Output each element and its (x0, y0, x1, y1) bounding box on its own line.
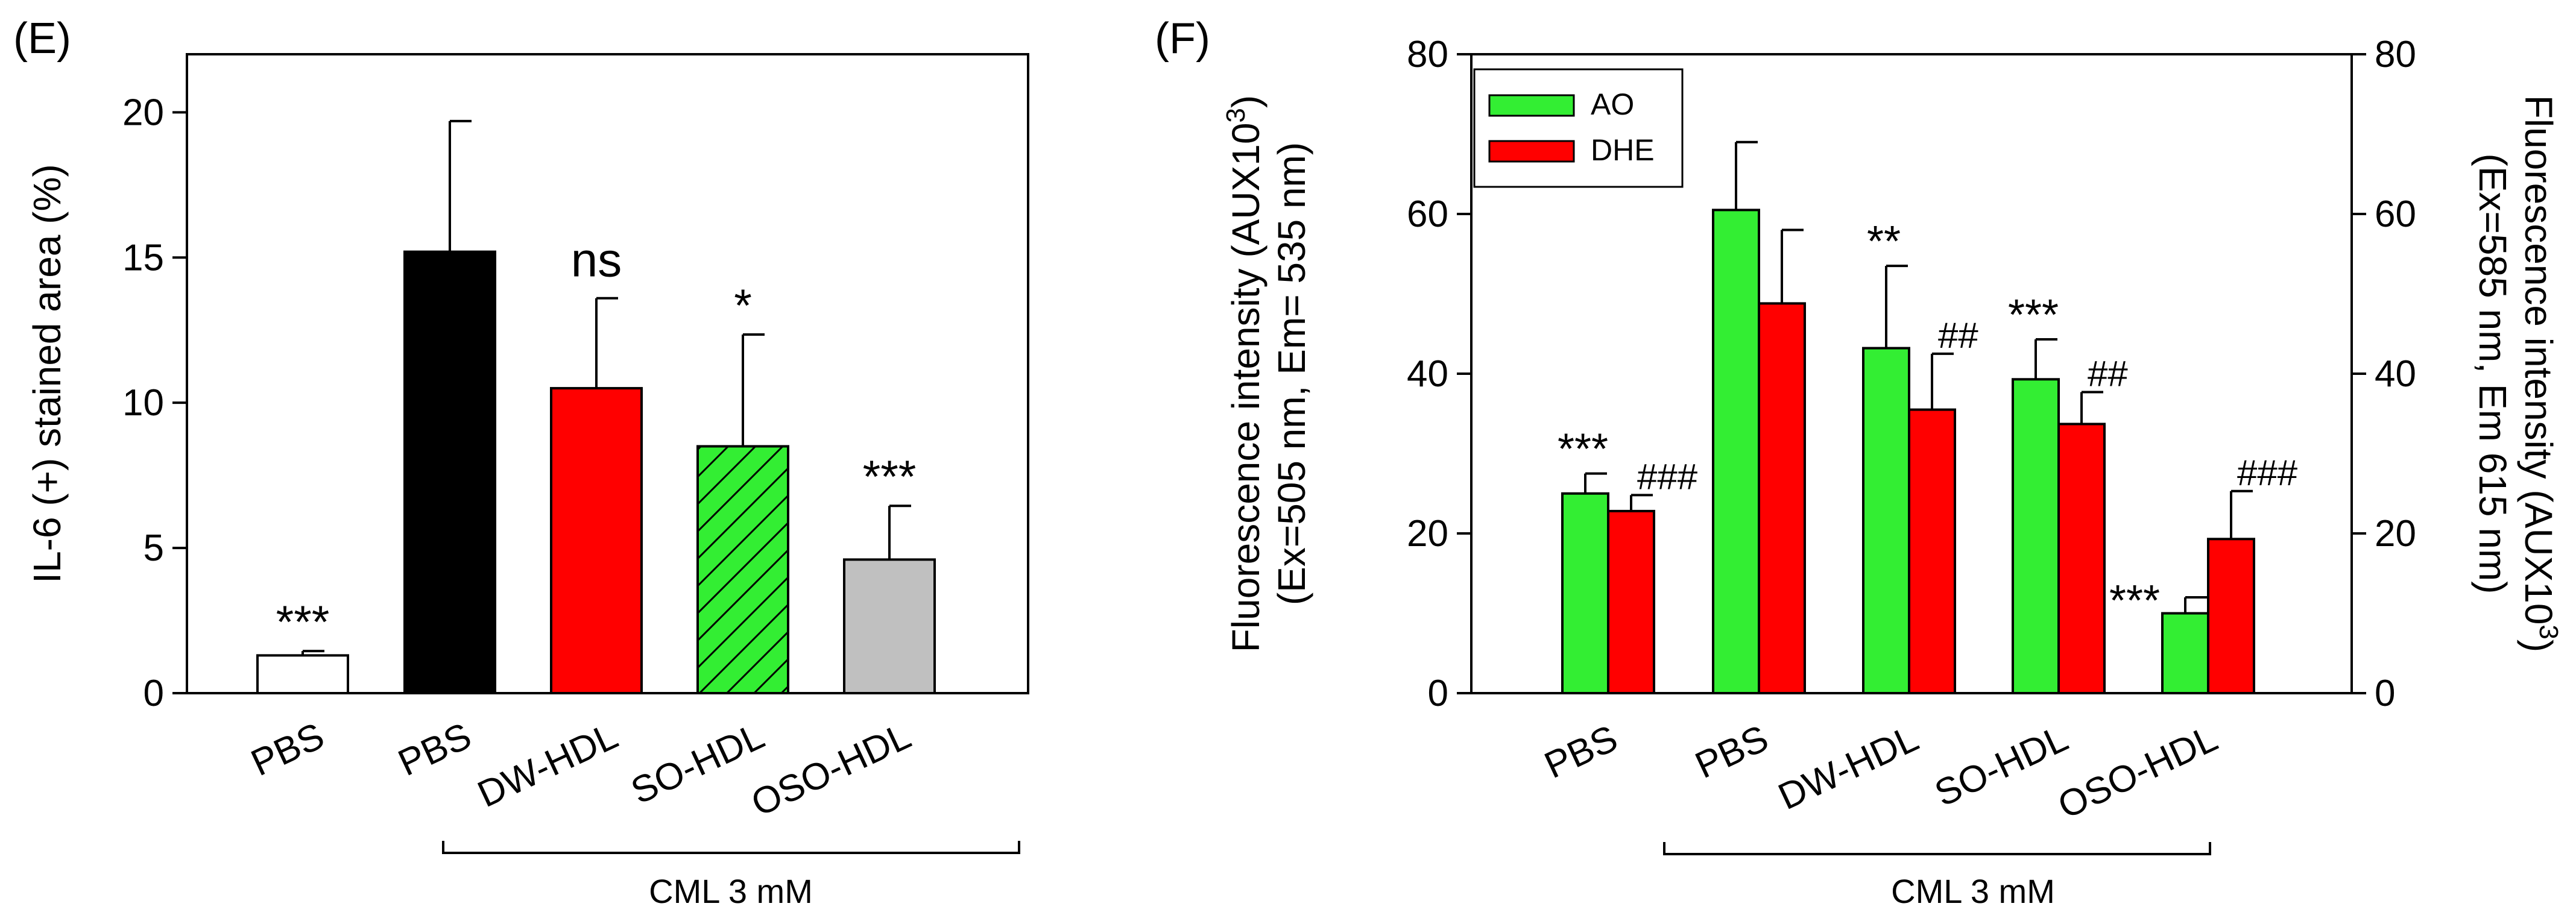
panel-e-significance-label: *** (276, 597, 330, 648)
panel-e-y-tick-label: 15 (122, 237, 164, 278)
left-title-line2: (Ex=505 nm, Em= 535 nm) (1270, 142, 1313, 605)
panel-f-legend: AO DHE (1473, 68, 1684, 188)
left-title-line1: Fluorescence intensity (AUX10 (1224, 123, 1267, 653)
panel-e-bar (696, 445, 789, 694)
panel-f-y-axis-left: 0 20 40 60 80 (1407, 34, 1471, 714)
legend-swatch-dhe (1488, 140, 1575, 163)
panel-f-y-axis-title-right: Fluorescence intensity (AUX103) (Ex=585 … (2471, 95, 2564, 652)
panel-f-y-tick-label-right: 60 (2375, 193, 2416, 235)
legend-label-ao: AO (1591, 87, 1634, 121)
panel-f-bars: *** ### ** ## *** ## *** ### (1558, 140, 2298, 695)
panel-e-bar (550, 387, 643, 694)
panel-e-x-tick-label: PBS (245, 715, 330, 784)
panel-e-bar (256, 654, 349, 695)
panel-f-y-tick-label-right: 20 (2375, 513, 2416, 555)
panel-f-y-tick-label-left: 80 (1407, 34, 1448, 75)
panel-e-y-tick-label: 0 (144, 673, 164, 714)
panel-e-x-tick-label: PBS (392, 715, 478, 784)
panel-e-y-axis: 0 5 10 15 20 (122, 92, 187, 714)
panel-f-group-label: CML 3 mM (1891, 872, 2055, 910)
right-title-sup: 3 (2534, 624, 2564, 639)
panel-f-significance-dhe: ### (1637, 456, 1698, 497)
panel-f-x-tick-label: PBS (1538, 717, 1624, 787)
panel-e-significance-label: * (734, 280, 752, 332)
panel-f-y-tick-label-left: 40 (1407, 353, 1448, 395)
panel-f-y-tick-label-right: 80 (2375, 34, 2416, 75)
panel-e-significance-label: ns (571, 233, 622, 287)
panel-e-x-tick-label: DW-HDL (472, 715, 624, 816)
panel-f-significance-ao: *** (1558, 426, 1608, 474)
panel-e-x-tick-label: SO-HDL (625, 715, 770, 813)
right-title-close: ) (2517, 640, 2560, 652)
svg-text:Fluorescence intensity (AUX103: Fluorescence intensity (AUX103) (2517, 95, 2564, 652)
panel-f-y-axis-title-left: Fluorescence intensity (AUX103) (Ex=505 … (1221, 95, 1314, 652)
panel-f-group-bracket: CML 3 mM (1663, 842, 2211, 910)
panel-f-y-tick-label-right: 40 (2375, 353, 2416, 395)
legend-label-dhe: DHE (1591, 133, 1655, 167)
panel-f-bar-ao (1862, 347, 1910, 694)
panel-f-x-tick-label: SO-HDL (1928, 717, 2074, 815)
panel-f-bar-dhe (1908, 408, 1956, 694)
panel-f-bar-dhe (1607, 509, 1655, 695)
svg-text:Fluorescence intensity (AUX103: Fluorescence intensity (AUX103) (1221, 95, 1268, 652)
panel-e-y-axis-title: IL-6 (+) stained area (%) (25, 164, 69, 583)
panel-f-y-tick-label-left: 0 (1428, 673, 1448, 714)
panel-f-label: (F) (1155, 14, 1210, 63)
right-title-line2: (Ex=585 nm, Em 615 nm) (2471, 154, 2514, 594)
panel-f-bar-ao (1561, 492, 1609, 694)
panel-f-bar-dhe (1758, 302, 1806, 694)
panel-e-significance-label: *** (863, 451, 917, 503)
panel-e-bar (403, 250, 496, 694)
legend-frame (1473, 68, 1684, 188)
panel-e-group-label: CML 3 mM (649, 872, 813, 910)
panel-f-bar-ao (2012, 378, 2060, 694)
panel-f-significance-dhe: ## (1938, 315, 1978, 356)
panel-e-bar (843, 558, 936, 695)
panel-f-bar-dhe (2207, 538, 2255, 695)
panel-f-significance-ao: *** (2109, 577, 2160, 625)
panel-f-x-tick-label: PBS (1689, 717, 1775, 787)
panel-f-bar-dhe (2057, 423, 2106, 694)
panel-f-significance-ao: ** (1867, 218, 1901, 266)
panel-e-bars: ***ns**** (256, 119, 936, 695)
panel-e-y-tick-label: 5 (144, 527, 164, 569)
left-title-sup: 3 (1221, 108, 1251, 122)
panel-f-significance-dhe: ### (2237, 453, 2298, 493)
panel-f-y-tick-label-right: 0 (2375, 673, 2395, 714)
panel-e-label: (E) (13, 14, 71, 63)
panel-e-y-tick-label: 20 (122, 92, 164, 133)
panel-f-y-axis-right: 0 20 40 60 80 (2352, 34, 2416, 714)
panel-f-bar-ao (1712, 209, 1760, 694)
left-title-close: ) (1224, 95, 1267, 108)
legend-swatch-ao (1488, 94, 1575, 117)
panel-f-significance-dhe: ## (2088, 353, 2128, 394)
panel-e-y-tick-label: 10 (122, 382, 164, 424)
panel-f-y-tick-label-left: 60 (1407, 193, 1448, 235)
panel-f-x-tick-label: OSO-HDL (2052, 717, 2224, 827)
panel-e-group-bracket: CML 3 mM (442, 841, 1020, 910)
panel-f-significance-ao: *** (2008, 291, 2059, 339)
panel-f-x-tick-label: DW-HDL (1772, 717, 1925, 818)
panel-e-x-tick-label: OSO-HDL (745, 715, 917, 825)
panel-f-y-tick-label-left: 20 (1407, 513, 1448, 555)
panel-f-bar-ao (2161, 612, 2209, 694)
right-title-line1: Fluorescence intensity (AUX10 (2517, 95, 2560, 625)
